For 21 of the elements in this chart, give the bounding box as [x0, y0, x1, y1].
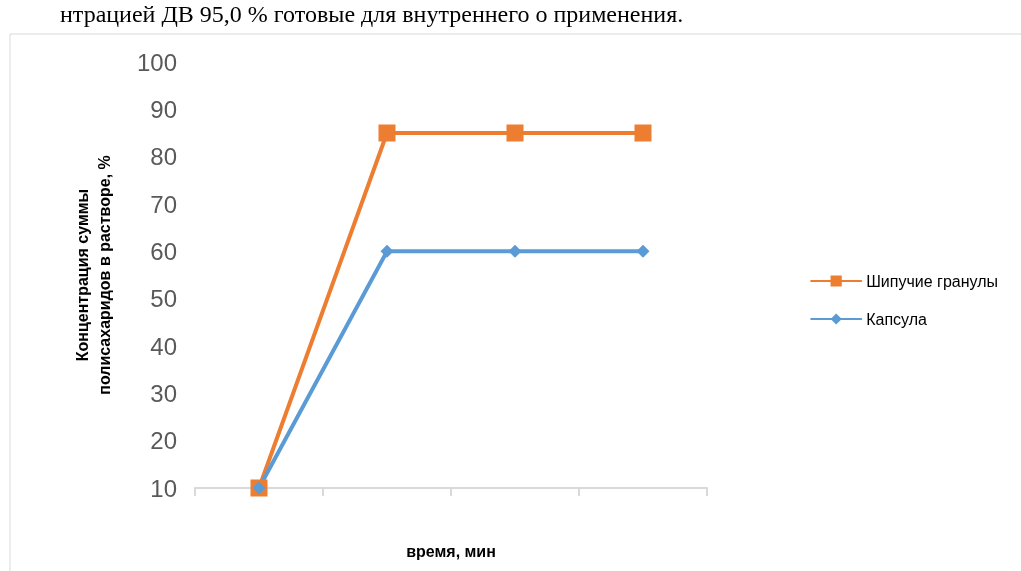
y-tick-label: 70	[150, 190, 177, 218]
y-tick-label: 80	[150, 143, 177, 171]
point	[378, 124, 396, 142]
legend-label: Капсула	[866, 310, 928, 328]
y-tick-label: 50	[150, 285, 177, 313]
x-axis-title: время, мин	[406, 542, 496, 560]
y-tick-label: 90	[150, 95, 177, 123]
point	[506, 124, 524, 142]
y-axis-title: Концентрация суммы полисахаридов в растворе, %	[73, 155, 113, 395]
text: нтрацией ДВ 95,0 % готовые для внутреннего о применения.	[60, 1, 684, 27]
legend-label: Шипучие гранулы	[866, 272, 999, 290]
y-tick-label: 60	[150, 237, 177, 265]
point	[508, 244, 522, 258]
point	[636, 244, 650, 258]
y-tick-label: 40	[150, 332, 177, 360]
y-tick-label: 20	[150, 427, 177, 455]
y-tick-label: 100	[136, 48, 177, 76]
point	[634, 124, 652, 142]
y-tick-label: 30	[150, 379, 177, 407]
y-tick-label: 10	[150, 474, 177, 502]
point	[380, 244, 394, 258]
